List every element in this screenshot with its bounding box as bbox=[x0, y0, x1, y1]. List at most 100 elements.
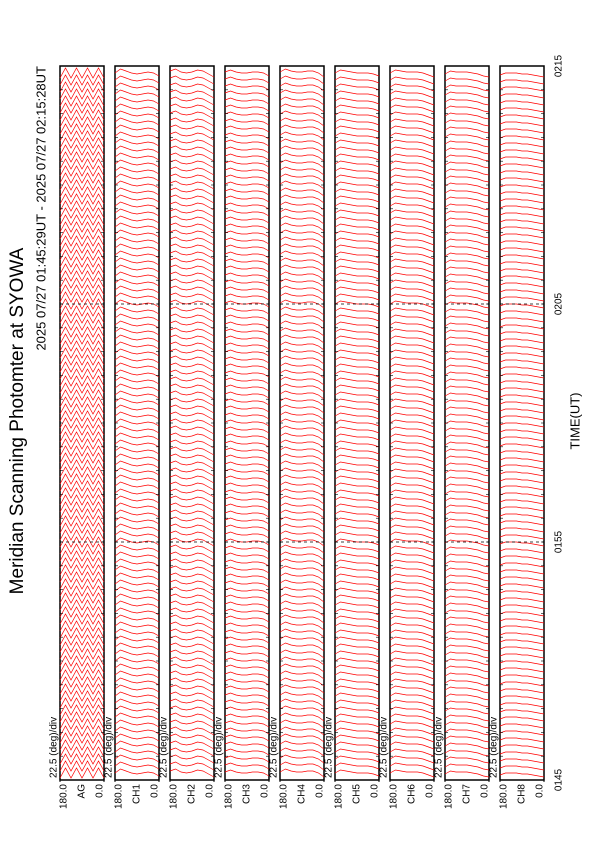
scan-trace bbox=[334, 223, 380, 231]
scan-trace bbox=[224, 167, 270, 175]
scan-trace bbox=[114, 264, 160, 273]
scan-trace bbox=[444, 553, 490, 561]
scan-trace bbox=[224, 650, 270, 658]
scan-trace bbox=[279, 649, 325, 659]
scan-trace bbox=[499, 289, 545, 295]
scan-trace bbox=[334, 181, 380, 189]
scan-trace bbox=[114, 551, 160, 560]
scan-trace bbox=[59, 130, 105, 142]
scan-trace bbox=[279, 96, 325, 106]
scan-trace bbox=[444, 518, 490, 526]
scan-trace bbox=[224, 265, 270, 273]
scan-trace bbox=[389, 755, 435, 764]
scan-trace bbox=[499, 233, 545, 239]
scan-trace bbox=[59, 214, 105, 226]
scan-trace bbox=[224, 524, 270, 532]
scan-trace bbox=[279, 404, 325, 414]
scan-trace bbox=[114, 586, 160, 595]
scan-trace bbox=[389, 335, 435, 344]
scan-trace bbox=[114, 306, 160, 315]
scan-trace bbox=[499, 499, 545, 505]
scan-trace bbox=[444, 476, 490, 484]
scan-trace bbox=[389, 118, 435, 127]
scan-trace bbox=[59, 340, 105, 352]
scan-trace bbox=[59, 753, 105, 765]
scan-trace bbox=[389, 594, 435, 603]
scan-trace bbox=[279, 285, 325, 295]
scan-trace bbox=[444, 147, 490, 155]
scan-trace bbox=[169, 369, 215, 379]
scan-trace bbox=[169, 705, 215, 715]
scan-trace bbox=[499, 415, 545, 421]
scan-trace bbox=[279, 635, 325, 645]
scan-trace bbox=[389, 566, 435, 575]
scan-trace bbox=[279, 425, 325, 435]
y-tick-label: 0.0 bbox=[95, 784, 106, 798]
scan-trace bbox=[59, 690, 105, 702]
scan-trace bbox=[114, 677, 160, 686]
scan-trace bbox=[114, 530, 160, 539]
scan-trace bbox=[334, 314, 380, 322]
scan-trace bbox=[499, 205, 545, 211]
scan-trace bbox=[59, 508, 105, 520]
scan-trace bbox=[499, 100, 545, 106]
scan-trace bbox=[169, 712, 215, 722]
scan-trace bbox=[114, 614, 160, 623]
scan-trace bbox=[169, 159, 215, 169]
scan-trace bbox=[59, 634, 105, 646]
scan-trace bbox=[444, 448, 490, 456]
scan-trace bbox=[114, 236, 160, 245]
scan-trace bbox=[59, 396, 105, 408]
scan-trace bbox=[169, 446, 215, 456]
scan-trace bbox=[334, 748, 380, 756]
scan-trace bbox=[279, 264, 325, 274]
scan-trace bbox=[334, 545, 380, 553]
scan-trace bbox=[59, 284, 105, 296]
scan-trace bbox=[279, 215, 325, 225]
scan-trace bbox=[334, 118, 380, 126]
scan-trace bbox=[334, 83, 380, 91]
scan-trace bbox=[279, 593, 325, 603]
scan-trace bbox=[59, 487, 105, 499]
scan-trace bbox=[279, 369, 325, 379]
scan-trace bbox=[499, 751, 545, 757]
scan-trace bbox=[334, 370, 380, 378]
scan-trace bbox=[389, 160, 435, 169]
scan-trace bbox=[444, 756, 490, 764]
scan-trace bbox=[224, 685, 270, 693]
scan-trace bbox=[224, 629, 270, 637]
scan-trace bbox=[114, 579, 160, 588]
scan-trace bbox=[389, 419, 435, 428]
scan-trace bbox=[114, 299, 160, 308]
scan-trace bbox=[334, 146, 380, 154]
scan-trace bbox=[334, 685, 380, 693]
scan-trace bbox=[224, 496, 270, 504]
scan-trace bbox=[114, 397, 160, 406]
scan-trace bbox=[334, 629, 380, 637]
scan-trace bbox=[224, 545, 270, 553]
scan-trace bbox=[114, 411, 160, 420]
scan-trace bbox=[334, 174, 380, 182]
scan-trace bbox=[389, 440, 435, 449]
scan-trace bbox=[59, 550, 105, 562]
scan-trace bbox=[59, 389, 105, 401]
scan-trace bbox=[169, 145, 215, 155]
scan-trace bbox=[169, 453, 215, 463]
scan-trace bbox=[444, 224, 490, 232]
scan-trace bbox=[334, 580, 380, 588]
scan-trace bbox=[334, 104, 380, 112]
y-tick-label: 180.0 bbox=[169, 784, 180, 809]
scan-trace bbox=[279, 502, 325, 512]
scan-trace bbox=[169, 250, 215, 260]
scan-trace bbox=[334, 391, 380, 399]
scan-trace bbox=[224, 440, 270, 448]
scan-trace bbox=[499, 758, 545, 764]
scan-trace bbox=[114, 425, 160, 434]
scan-trace bbox=[444, 721, 490, 729]
scan-trace bbox=[169, 614, 215, 624]
div-label: 22.5 (deg)/div bbox=[324, 717, 335, 778]
scan-trace bbox=[114, 103, 160, 112]
scan-trace bbox=[279, 579, 325, 589]
scan-trace bbox=[444, 630, 490, 638]
scan-trace bbox=[224, 412, 270, 420]
